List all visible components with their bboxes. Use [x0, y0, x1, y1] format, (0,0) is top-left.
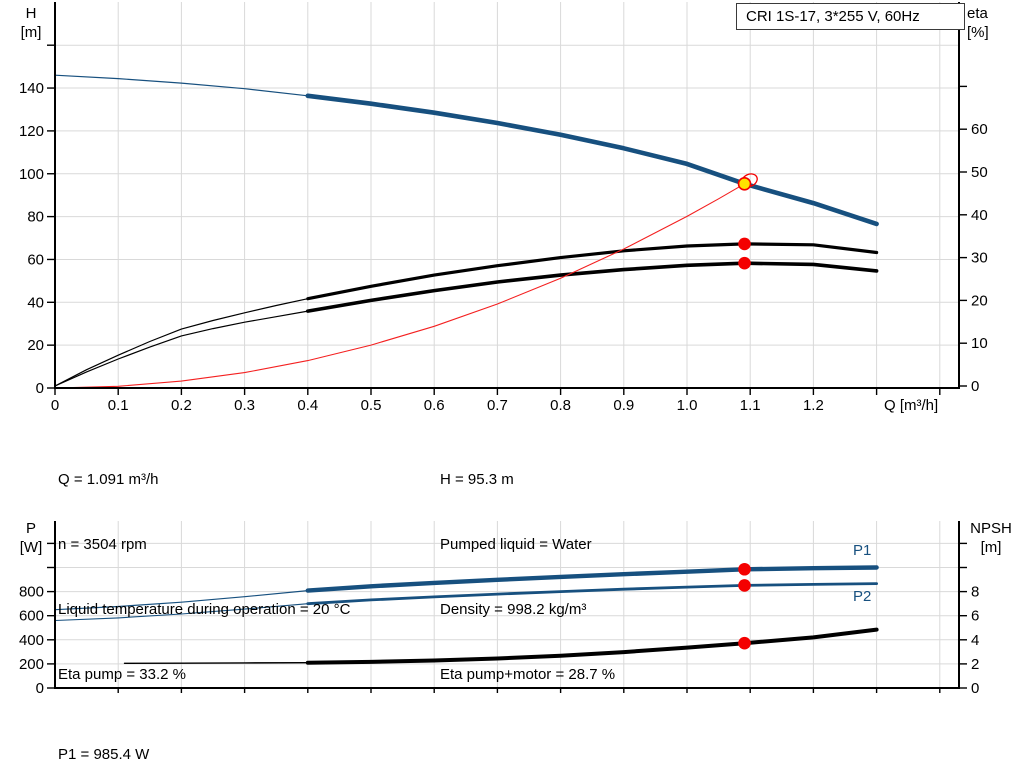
series-label-p1: P1	[853, 542, 871, 559]
tick-marks	[47, 542, 967, 693]
info-line-head: H = 95.3 m	[440, 471, 514, 489]
svg-text:60: 60	[971, 121, 988, 138]
head-eta-chart: 0 0.1 0.2 0.3 0.4 0.5 0.6 0.7 0.8 0.9 1.0 1.1 1.2 Q […	[19, 2, 988, 414]
svg-text:0.3: 0.3	[234, 397, 255, 414]
svg-text:4: 4	[971, 632, 979, 649]
svg-text:0.8: 0.8	[550, 397, 571, 414]
svg-text:0: 0	[36, 680, 44, 697]
duty-dot	[738, 636, 751, 650]
duty-point	[737, 177, 752, 191]
duty-info-right: H = 95.3 m Pumped liquid = Water Density…	[440, 426, 615, 728]
info-line-temperature: Liquid temperature during operation = 20…	[58, 600, 351, 618]
svg-text:1.2: 1.2	[803, 397, 824, 414]
svg-text:8: 8	[971, 584, 979, 601]
svg-text:1.0: 1.0	[677, 397, 698, 414]
svg-text:800: 800	[19, 584, 44, 601]
info-line-eta-pump: Eta pump = 33.2 %	[58, 665, 186, 683]
svg-text:0.4: 0.4	[297, 397, 318, 414]
svg-text:10: 10	[971, 335, 988, 352]
duty-dot	[738, 562, 751, 576]
svg-text:140: 140	[19, 80, 44, 97]
duty-point-markers	[738, 562, 751, 650]
svg-text:20: 20	[971, 292, 988, 309]
power-info-block: P1 = 985.4 W P2 = 851.5 W NPSH = 3.72 m	[58, 701, 163, 781]
series-eta-pump-motor	[54, 261, 879, 387]
svg-text:40: 40	[27, 294, 44, 311]
duty-dot	[738, 237, 751, 251]
series-head-curve	[54, 74, 879, 227]
duty-dot	[738, 256, 751, 270]
duty-info-left: Q = 1.091 m³/h n = 3504 rpm Liquid tempe…	[58, 426, 350, 728]
gridlines	[55, 2, 959, 388]
svg-text:0: 0	[36, 380, 44, 397]
axes	[54, 2, 960, 389]
eta-axis-label: eta [%]	[967, 5, 989, 41]
svg-text:200: 200	[19, 656, 44, 673]
info-line-eta-pump-motor: Eta pump+motor = 28.7 %	[440, 665, 616, 683]
svg-text:40: 40	[971, 207, 988, 224]
svg-text:0: 0	[971, 680, 979, 697]
p-axis-label: P [W]	[19, 520, 43, 556]
svg-text:20: 20	[27, 337, 44, 354]
series-label-p2: P2	[853, 588, 871, 605]
series-eta-pump	[54, 242, 879, 387]
svg-text:60: 60	[27, 251, 44, 268]
svg-text:80: 80	[27, 209, 44, 226]
svg-text:0: 0	[51, 397, 59, 414]
pump-name-box: CRI 1S-17, 3*255 V, 60Hz	[736, 3, 965, 30]
svg-text:600: 600	[19, 608, 44, 625]
svg-text:0.6: 0.6	[424, 397, 445, 414]
series-p1-curve	[54, 565, 879, 611]
svg-text:0.7: 0.7	[487, 397, 508, 414]
axes	[54, 521, 960, 689]
svg-text:6: 6	[971, 608, 979, 625]
series-system-curve	[54, 183, 746, 389]
pump-name: CRI 1S-17, 3*255 V, 60Hz	[746, 8, 920, 25]
info-line-liquid: Pumped liquid = Water	[440, 535, 592, 553]
tick-marks	[47, 44, 967, 395]
svg-text:0.9: 0.9	[613, 397, 634, 414]
svg-text:2: 2	[971, 656, 979, 673]
info-line-q: Q = 1.091 m³/h	[58, 471, 159, 489]
duty-point-markers	[737, 173, 758, 270]
series-npsh-curve	[123, 627, 879, 665]
svg-text:0.2: 0.2	[171, 397, 192, 414]
svg-text:50: 50	[971, 164, 988, 181]
series-p2-curve	[54, 582, 878, 622]
h-axis-label: H [m]	[20, 5, 42, 41]
duty-dot	[738, 579, 751, 592]
x-axis-title: Q [m³/h]	[884, 397, 938, 414]
svg-text:400: 400	[19, 632, 44, 649]
info-line-speed: n = 3504 rpm	[58, 535, 147, 553]
power-npsh-chart: P1 P2 0 200 400 600 800 0 2 4 6 8	[19, 521, 979, 697]
svg-text:30: 30	[971, 250, 988, 267]
tick-labels: 0 0.1 0.2 0.3 0.4 0.5 0.6 0.7 0.8 0.9 1.0 1.1 1.2 Q […	[19, 80, 988, 414]
npsh-axis-label: NPSH [m]	[970, 520, 1012, 556]
info-line-density: Density = 998.2 kg/m³	[440, 600, 587, 618]
svg-text:120: 120	[19, 123, 44, 140]
svg-text:0.1: 0.1	[108, 397, 129, 414]
info-line-p1: P1 = 985.4 W	[58, 746, 150, 764]
svg-text:100: 100	[19, 166, 44, 183]
svg-text:0.5: 0.5	[361, 397, 382, 414]
svg-text:1.1: 1.1	[740, 397, 761, 414]
tick-labels: 0 200 400 600 800 0 2 4 6 8	[19, 584, 979, 697]
svg-text:0: 0	[971, 378, 979, 395]
